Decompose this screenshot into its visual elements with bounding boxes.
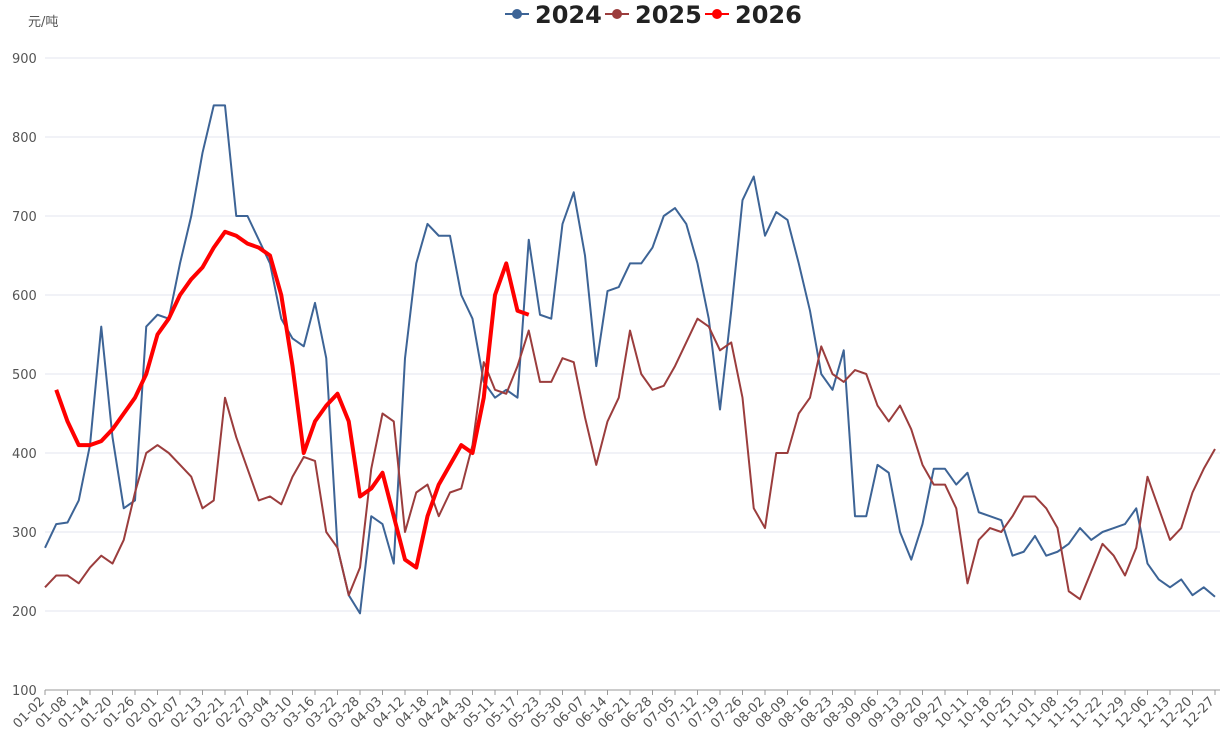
legend-label: 2024 (535, 1, 602, 29)
y-tick-label: 900 (12, 52, 37, 67)
legend: 2024 2025 2026 (505, 1, 802, 29)
y-tick-label: 800 (12, 131, 37, 146)
legend-dot (712, 9, 722, 19)
legend-label: 2025 (635, 1, 702, 29)
y-tick-label: 700 (12, 210, 37, 225)
y-tick-label: 400 (12, 447, 37, 462)
y-tick-label: 600 (12, 289, 37, 304)
legend-dot (612, 9, 622, 19)
y-unit: 元/吨 (28, 15, 58, 30)
y-tick-label: 200 (12, 605, 37, 620)
y-tick-label: 500 (12, 368, 37, 383)
legend-dot (512, 9, 522, 19)
y-tick-label: 100 (12, 684, 37, 699)
y-tick-label: 300 (12, 526, 37, 541)
series-line (44, 104, 1216, 615)
series-line (54, 229, 530, 570)
legend-label: 2026 (735, 1, 802, 29)
series-line (44, 317, 1216, 601)
